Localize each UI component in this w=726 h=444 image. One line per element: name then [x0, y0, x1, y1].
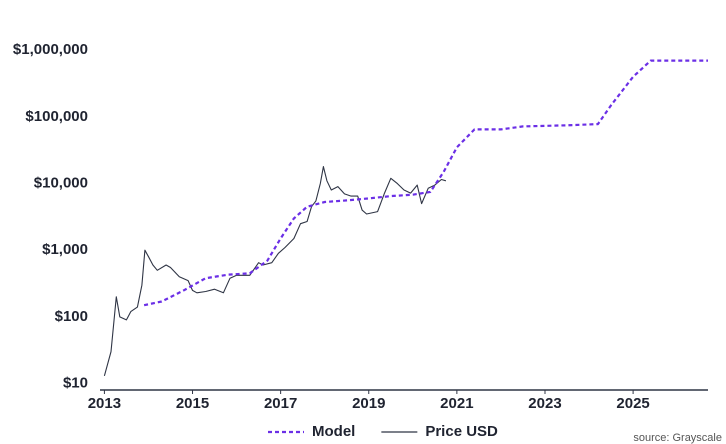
x-tick-label: 2021 — [440, 395, 473, 412]
x-tick-label: 2025 — [616, 395, 649, 412]
y-tick-label: $100,000 — [25, 108, 88, 125]
y-tick-label: $1,000,000 — [13, 41, 88, 58]
x-tick-label: 2013 — [88, 395, 121, 412]
series-line — [103, 166, 447, 377]
y-tick-label: $100 — [55, 308, 88, 325]
y-tick-label: $1,000 — [42, 241, 88, 258]
y-tick-label: $10,000 — [34, 175, 88, 192]
source-note: source: Grayscale — [633, 432, 722, 444]
series-line — [143, 59, 708, 307]
x-tick-label: 2023 — [528, 395, 561, 412]
x-tick-label: 2019 — [352, 395, 385, 412]
legend-label: Model — [312, 423, 355, 440]
legend-label: Price USD — [425, 423, 498, 440]
x-tick-label: 2015 — [176, 395, 209, 412]
x-tick-label: 2017 — [264, 395, 297, 412]
y-tick-label: $10 — [63, 375, 88, 392]
